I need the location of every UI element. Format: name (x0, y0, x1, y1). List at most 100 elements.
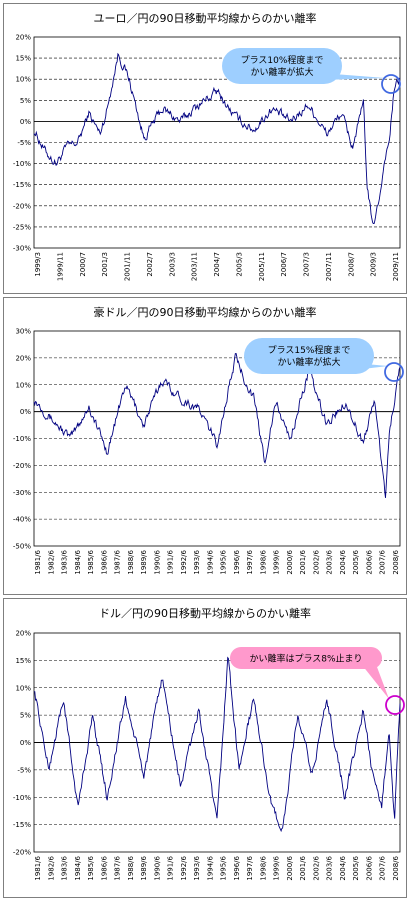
x-tick-label: 1981/6 (34, 549, 42, 574)
chart-panel-euro-yen: ユーロ／円の90日移動平均線からのかい離率 20% 15% 10% 5% 0% -5% -1… (3, 3, 407, 294)
y-tick-label: 10% (15, 381, 31, 389)
x-tick-label: 1993/6 (193, 855, 201, 880)
x-tick-label: 1990/6 (153, 549, 161, 574)
callout-bubble (230, 647, 382, 669)
chart-svg: 20% 15% 10% 5% 0% -5% -10% -15% -20%1981/6 1982/6… (13, 630, 405, 881)
x-tick-label: 2004/6 (339, 549, 347, 574)
x-tick-label: 2002/7 (146, 252, 154, 277)
x-tick-label: 1990/6 (153, 855, 161, 880)
x-tick-label: 2000/7 (79, 252, 87, 277)
y-tick-label: -20% (13, 849, 31, 857)
x-tick-label: 1983/6 (61, 855, 69, 880)
y-tick-label: -10% (13, 794, 31, 802)
y-tick-label: -30% (13, 245, 31, 253)
y-tick-label: -5% (17, 766, 31, 774)
y-tick-label: -15% (13, 821, 31, 829)
x-tick-label: 2003/11 (191, 252, 199, 281)
chart-title: 豪ドル／円の90日移動平均線からのかい離率 (93, 306, 317, 319)
y-tick-label: -5% (17, 139, 31, 147)
x-tick-label: 1997/6 (246, 549, 254, 574)
y-tick-label: -30% (13, 489, 31, 497)
x-tick-label: 1993/6 (193, 549, 201, 574)
x-tick-label: 1998/6 (259, 549, 267, 574)
x-tick-label: 1988/6 (127, 855, 135, 880)
x-tick-label: 1984/6 (74, 549, 82, 574)
x-tick-label: 1994/6 (206, 855, 214, 880)
x-tick-label: 1986/6 (100, 855, 108, 880)
y-tick-label: 10% (15, 684, 31, 692)
x-tick-label: 1982/6 (47, 549, 55, 574)
callout-text: かい離率はプラス8%止まり (249, 653, 362, 665)
x-tick-label: 1987/6 (114, 855, 122, 880)
callout-bubble (222, 48, 342, 84)
x-tick-label: 1999/6 (273, 549, 281, 574)
x-tick-label: 2009/11 (392, 252, 400, 281)
x-tick-label: 1988/6 (127, 549, 135, 574)
series-line (33, 52, 401, 225)
y-tick-label: -15% (13, 181, 31, 189)
x-tick-label: 2001/6 (299, 855, 307, 880)
x-tick-label: 1995/6 (220, 855, 228, 880)
x-tick-label: 2000/6 (286, 549, 294, 574)
x-tick-label: 1995/6 (220, 549, 228, 574)
series-line (33, 353, 401, 498)
chart-title: ドル／円の90日移動平均線からのかい離率 (99, 607, 311, 620)
y-tick-label: -20% (13, 202, 31, 210)
chart-svg: 20%15%10%5%0%-5%-10%-15%-20%-25%-30%1999… (13, 34, 401, 281)
highlight-circle (381, 74, 401, 94)
y-tick-label: -10% (13, 435, 31, 443)
y-tick-label: 20% (15, 630, 31, 638)
x-tick-label: 1985/6 (87, 855, 95, 880)
y-tick-label: 10% (15, 76, 31, 84)
x-tick-label: 1996/6 (233, 549, 241, 574)
x-tick-label: 2006/7 (280, 252, 288, 277)
x-tick-label: 2006/6 (365, 855, 373, 880)
x-tick-label: 2001/11 (124, 252, 132, 281)
x-tick-label: 1999/3 (34, 252, 42, 277)
x-tick-label: 2006/6 (365, 549, 373, 574)
y-tick-label: 20% (15, 354, 31, 362)
x-tick-label: 1992/6 (180, 855, 188, 880)
y-tick-label: -40% (13, 516, 31, 524)
y-tick-label: 5% (20, 97, 31, 105)
x-tick-label: 2003/6 (326, 549, 334, 574)
x-tick-label: 2009/3 (370, 252, 378, 277)
x-tick-label: 2005/6 (352, 549, 360, 574)
x-tick-label: 1985/6 (87, 549, 95, 574)
x-tick-label: 1984/6 (74, 855, 82, 880)
x-tick-label: 2007/3 (303, 252, 311, 277)
x-tick-label: 1989/6 (140, 549, 148, 574)
x-tick-label: 2007/6 (379, 549, 387, 574)
callout-bubble (244, 338, 374, 374)
x-tick-label: 2008/6 (392, 855, 400, 880)
callout-text: プラス10%程度まで (241, 54, 324, 66)
y-tick-label: 15% (15, 657, 31, 665)
x-tick-label: 1991/6 (167, 855, 175, 880)
x-tick-label: 2008/7 (347, 252, 355, 277)
chart-panel-aud-yen: 豪ドル／円の90日移動平均線からのかい離率 30% 20% 10% 0% -10% -20… (3, 297, 407, 595)
callout-text: かい離率が拡大 (277, 356, 340, 368)
chart-svg: 30% 20% 10% 0% -10% -20% -30% -40% -50%1981/6 198… (13, 328, 404, 575)
callout-text: プラス15%程度まで (268, 344, 351, 356)
chart-title: ユーロ／円の90日移動平均線からのかい離率 (93, 12, 317, 25)
x-tick-label: 1999/6 (273, 855, 281, 880)
y-tick-label: -25% (13, 223, 31, 231)
x-tick-label: 2003/6 (326, 855, 334, 880)
x-tick-label: 2007/6 (379, 855, 387, 880)
highlight-circle (384, 362, 404, 382)
y-tick-label: 0% (20, 408, 31, 416)
y-tick-label: 0% (20, 739, 31, 747)
x-tick-label: 2000/6 (286, 855, 294, 880)
highlight-circle (385, 695, 405, 715)
x-tick-label: 2005/6 (352, 855, 360, 880)
x-tick-label: 2007/11 (325, 252, 333, 281)
y-tick-label: 30% (15, 328, 31, 336)
x-tick-label: 1987/6 (114, 549, 122, 574)
x-tick-label: 1981/6 (34, 855, 42, 880)
y-tick-label: 0% (20, 118, 31, 126)
x-tick-label: 2001/3 (101, 252, 109, 277)
x-tick-label: 1983/6 (61, 549, 69, 574)
x-tick-label: 1991/6 (167, 549, 175, 574)
x-tick-label: 1994/6 (206, 549, 214, 574)
